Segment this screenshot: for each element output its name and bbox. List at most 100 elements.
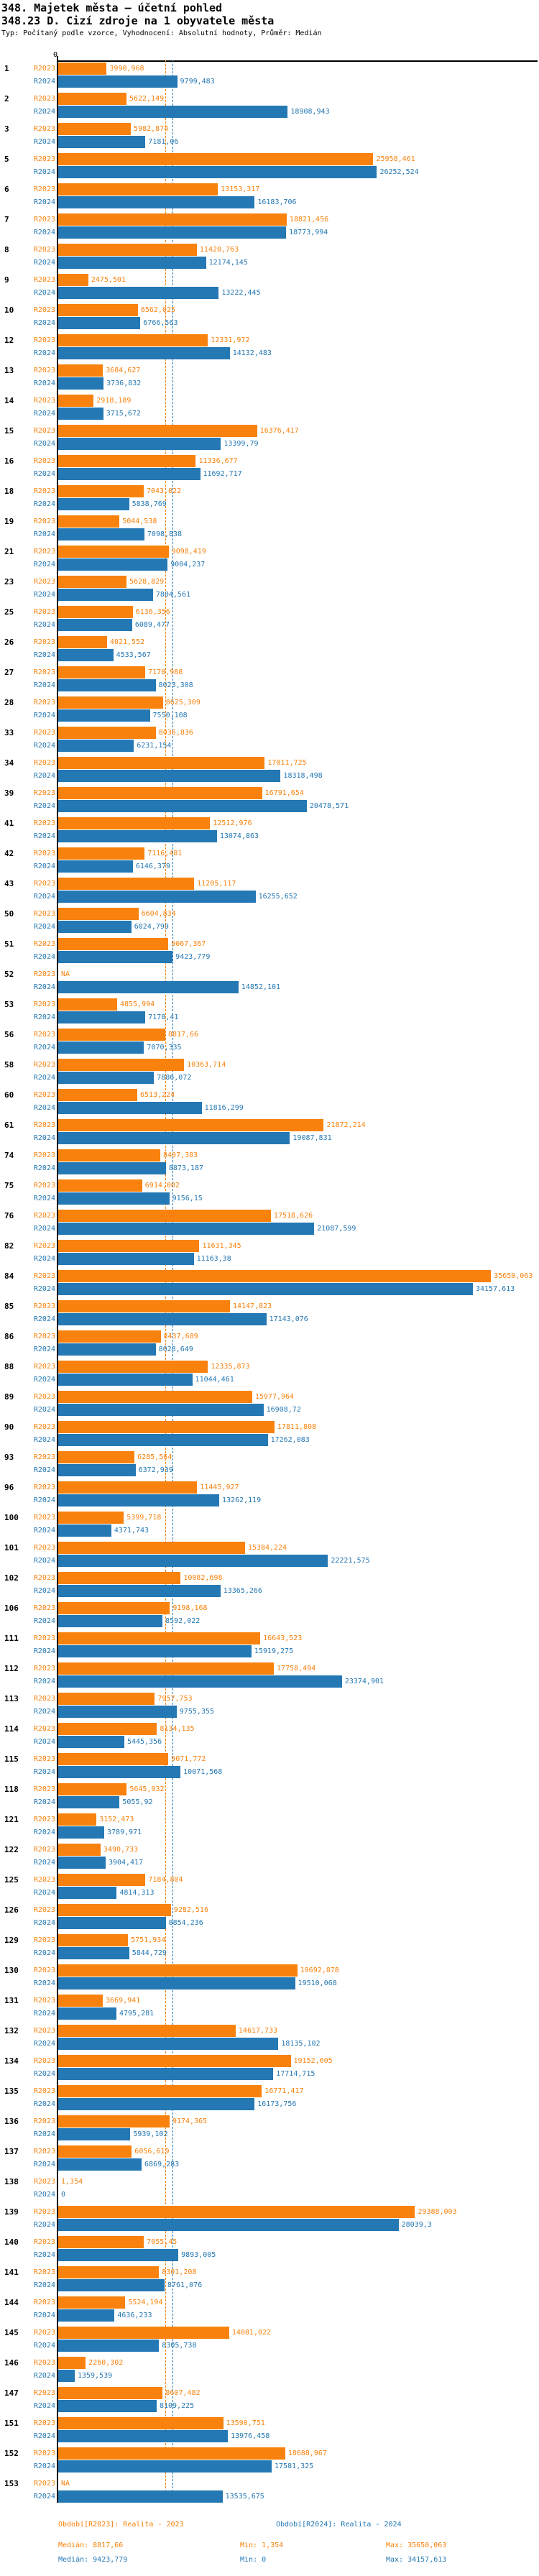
- row-number: 28: [4, 698, 14, 707]
- chart-row: 5 R2023 25958,461 R2024 26252,524: [0, 153, 539, 178]
- series-label-r2023: R2023: [33, 1997, 55, 2005]
- value-label-r2023: 2260,302: [88, 2359, 124, 2367]
- bar-r2023: [58, 1210, 271, 1222]
- bar-r2024: [58, 498, 129, 510]
- value-label-r2023: 3684,627: [106, 367, 141, 374]
- page-title: 348. Majetek města – účetní pohled: [1, 1, 223, 14]
- chart-row: 15 R2023 16376,417 R2024 13399,79: [0, 425, 539, 450]
- value-label-r2023: 8817,66: [167, 1031, 199, 1039]
- series-label-r2024: R2024: [33, 1255, 55, 1263]
- series-label-r2024: R2024: [33, 1195, 55, 1202]
- chart-row: 52 R2023 NA R2024 14852,101: [0, 968, 539, 993]
- chart-row: 139 R2023 29388,003 R2024 28039,3: [0, 2206, 539, 2231]
- series-label-r2023: R2023: [33, 1634, 55, 1642]
- value-label-r2023: 5524,194: [128, 2299, 163, 2306]
- series-label-r2023: R2023: [33, 2389, 55, 2397]
- series-label-r2024: R2024: [33, 319, 55, 327]
- value-label-r2023: 13153,317: [221, 185, 260, 193]
- bar-r2023: [58, 727, 156, 739]
- series-label-r2023: R2023: [33, 850, 55, 857]
- row-number: 14: [4, 396, 14, 405]
- value-label-r2024: 3789,971: [107, 1828, 142, 1836]
- row-number: 131: [4, 1996, 19, 2005]
- bar-r2024: [58, 558, 168, 571]
- bar-r2024: [58, 136, 146, 148]
- bar-r2023: [58, 1330, 161, 1343]
- bar-r2024: [58, 1917, 166, 1929]
- row-number: 25: [4, 607, 14, 617]
- legend-period-r2024: Období[R2024]: Realita - 2024: [276, 2521, 402, 2529]
- bar-r2024: [58, 1011, 146, 1024]
- series-label-r2024: R2024: [33, 893, 55, 901]
- value-label-r2024: 8854,236: [168, 1919, 203, 1927]
- bar-r2023: [58, 1783, 127, 1795]
- series-label-r2024: R2024: [33, 1104, 55, 1112]
- series-label-r2023: R2023: [33, 910, 55, 918]
- series-label-r2024: R2024: [33, 2251, 55, 2259]
- series-label-r2024: R2024: [33, 1617, 55, 1625]
- value-label-r2023: 14081,022: [231, 2329, 272, 2337]
- chart-row: 58 R2023 10363,714 R2024 7886,072: [0, 1059, 539, 1084]
- bar-r2023: [58, 938, 169, 950]
- series-label-r2024: R2024: [33, 2402, 55, 2410]
- series-label-r2024: R2024: [33, 1708, 55, 1716]
- legend-median-r2024: Medián: 9423,779: [58, 2556, 128, 2564]
- series-label-r2024: R2024: [33, 380, 55, 387]
- bar-r2024: [58, 75, 178, 88]
- value-label-r2023: 6914,002: [144, 1182, 180, 1190]
- legend-period-r2023: Období[R2023]: Realita - 2023: [58, 2521, 184, 2529]
- chart-row: 23 R2023 5628,829 R2024 7804,561: [0, 576, 539, 601]
- chart-row: 101 R2023 15384,224 R2024 22221,575: [0, 1542, 539, 1567]
- chart-row: 14 R2023 2918,189 R2024 3715,672: [0, 395, 539, 420]
- row-number: 135: [4, 2087, 19, 2096]
- value-label-r2024: 11816,299: [204, 1104, 244, 1112]
- bar-r2023: [58, 2387, 163, 2399]
- row-number: 140: [4, 2237, 19, 2247]
- series-label-r2023: R2023: [33, 668, 55, 676]
- value-label-r2023: 25958,461: [376, 155, 415, 163]
- bar-r2024: [58, 709, 150, 722]
- chart-row: 102 R2023 10082,698 R2024 13365,266: [0, 1572, 539, 1597]
- x-axis-zero-label: 0: [53, 51, 58, 59]
- chart-row: 13 R2023 3684,627 R2024 3736,832: [0, 364, 539, 390]
- value-label-r2023: 12512,976: [213, 819, 252, 827]
- series-label-r2023: R2023: [33, 216, 55, 224]
- series-label-r2024: R2024: [33, 2070, 55, 2078]
- value-label-r2024: 5844,729: [132, 1949, 167, 1957]
- bar-r2024: [58, 1132, 290, 1144]
- bar-r2023: [58, 395, 94, 407]
- value-label-r2024: 16908,72: [266, 1406, 301, 1414]
- bar-r2023: [58, 2145, 132, 2158]
- value-label-r2024: 23374,901: [344, 1678, 384, 1685]
- series-label-r2023: R2023: [33, 578, 55, 586]
- bar-r2024: [58, 1796, 120, 1808]
- bar-r2023: [58, 1723, 157, 1735]
- value-label-r2024: 7098,838: [147, 530, 183, 538]
- bar-r2023: [58, 2266, 160, 2278]
- series-label-r2024: R2024: [33, 1496, 55, 1504]
- row-number: 130: [4, 1966, 19, 1975]
- row-number: 84: [4, 1271, 14, 1281]
- bar-r2024: [58, 1826, 105, 1839]
- chart-row: 96 R2023 11445,927 R2024 13262,119: [0, 1481, 539, 1506]
- row-number: 88: [4, 1362, 14, 1371]
- bar-r2023: [58, 908, 139, 920]
- value-label-r2023: 6562,025: [140, 306, 176, 314]
- row-number: 3: [4, 124, 9, 134]
- series-label-r2024: R2024: [33, 1647, 55, 1655]
- chart-row: 122 R2023 3490,733 R2024 3904,417: [0, 1844, 539, 1869]
- series-label-r2024: R2024: [33, 832, 55, 840]
- value-label-r2024: 9799,483: [180, 78, 215, 86]
- value-label-r2023: 4855,994: [120, 1000, 155, 1008]
- series-label-r2023: R2023: [33, 155, 55, 163]
- series-label-r2023: R2023: [33, 548, 55, 556]
- value-label-r2023: 5751,934: [131, 1936, 166, 1944]
- chart-row: 75 R2023 6914,002 R2024 9156,15: [0, 1179, 539, 1205]
- chart-row: 146 R2023 2260,302 R2024 1359,539: [0, 2357, 539, 2382]
- bar-r2023: [58, 2417, 224, 2429]
- value-label-r2024: 5055,92: [122, 1798, 153, 1806]
- value-label-r2024: 13365,266: [223, 1587, 262, 1595]
- chart-row: 16 R2023 11336,677 R2024 11692,717: [0, 455, 539, 480]
- bar-r2023: [58, 1874, 146, 1886]
- value-label-r2024: 6146,379: [135, 862, 170, 870]
